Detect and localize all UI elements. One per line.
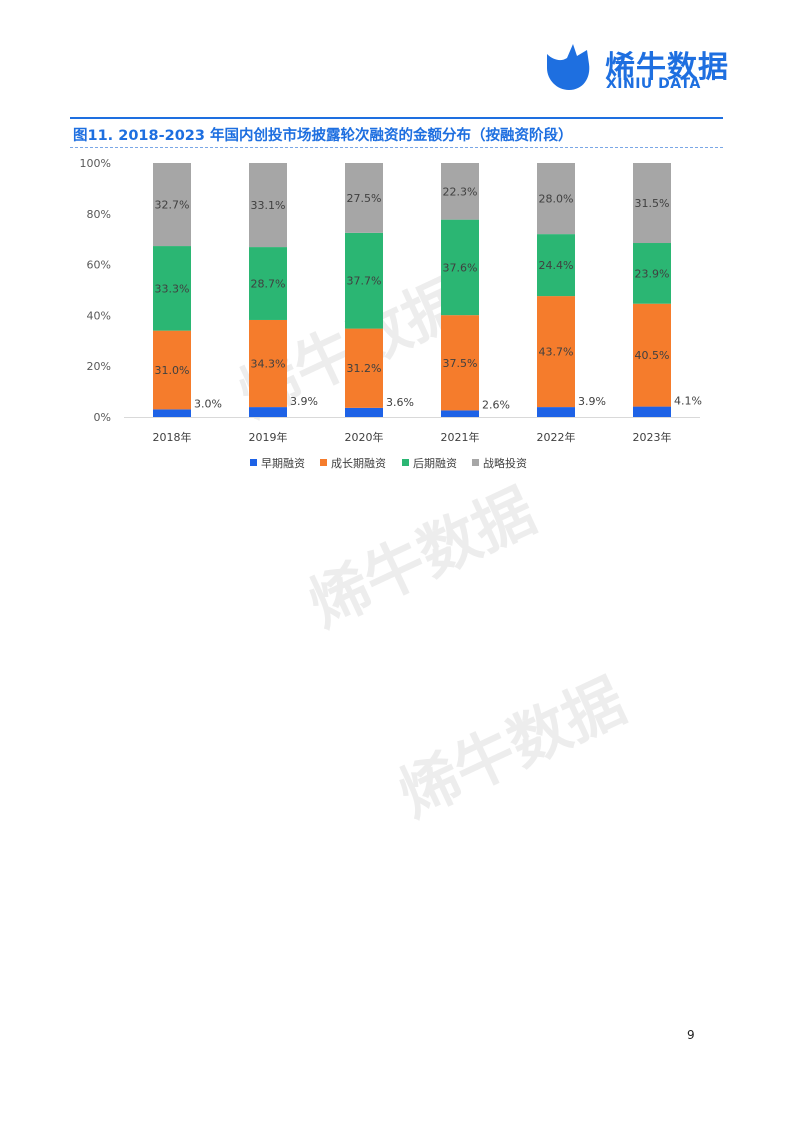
data-label: 43.7% — [539, 346, 574, 359]
bar-segment-2 — [153, 330, 191, 410]
legend-swatch — [250, 459, 257, 466]
data-label: 2.6% — [482, 398, 510, 411]
bar-segment-1 — [249, 407, 287, 417]
data-label: 31.5% — [635, 197, 670, 210]
x-tick-label: 2023年 — [633, 430, 672, 444]
x-tick-label: 2019年 — [249, 430, 288, 444]
data-label: 40.5% — [635, 349, 670, 362]
data-label: 28.7% — [251, 278, 286, 291]
data-label: 3.9% — [290, 395, 318, 408]
figure-title: 图11. 2018-2023 年国内创投市场披露轮次融资的金额分布（按融资阶段） — [73, 128, 573, 144]
logo-text-cn: 烯牛数据 — [605, 50, 729, 85]
data-label: 23.9% — [635, 267, 670, 280]
legend-label: 战略投资 — [483, 456, 527, 470]
header-rule — [70, 117, 723, 119]
data-label: 28.0% — [539, 193, 574, 206]
x-tick-label: 2022年 — [537, 430, 576, 444]
data-label: 37.7% — [347, 275, 382, 288]
bar-segment-4 — [345, 163, 383, 233]
data-label: 32.7% — [155, 199, 190, 212]
data-label: 3.0% — [194, 397, 222, 410]
y-tick-label: 20% — [87, 360, 111, 373]
bar-segment-3 — [345, 232, 383, 329]
legend-swatch — [402, 459, 409, 466]
y-tick-label: 60% — [87, 259, 111, 272]
logo-text-en: XINIU DATA — [606, 76, 701, 92]
bar-segment-3 — [633, 243, 671, 304]
bar-segment-4 — [633, 163, 671, 244]
y-tick-label: 80% — [87, 208, 111, 221]
bar-segment-2 — [249, 319, 287, 408]
legend-label: 成长期融资 — [331, 457, 386, 470]
bar-segment-3 — [249, 247, 287, 320]
bar-segment-1 — [633, 406, 671, 417]
data-label: 33.1% — [251, 199, 286, 212]
bar-segment-4 — [537, 163, 575, 235]
bar-segment-4 — [249, 163, 287, 248]
stacked-bar-chart: 0% 20% 40% 60% 80% 100% 3.0% 31.0% 33.3% 32.7% 201… — [80, 157, 702, 470]
bar-segment-1 — [153, 409, 191, 417]
data-label: 37.6% — [443, 261, 478, 274]
page-number: 9 — [687, 1028, 695, 1042]
data-label: 31.2% — [347, 362, 382, 375]
data-label: 37.5% — [443, 357, 478, 370]
bar-segment-2 — [441, 315, 479, 411]
data-label: 33.3% — [155, 282, 190, 295]
bar-segment-3 — [441, 219, 479, 316]
data-label: 27.5% — [347, 192, 382, 205]
bar-segment-2 — [345, 328, 383, 408]
data-label: 34.3% — [251, 358, 286, 371]
bar-segment-1 — [441, 410, 479, 417]
bar-segment-2 — [633, 303, 671, 407]
bar-segment-4 — [153, 163, 191, 247]
legend-swatch — [320, 459, 327, 466]
x-tick-label: 2020年 — [345, 430, 384, 444]
watermark: 烯牛数据 — [388, 666, 636, 831]
bar-segment-3 — [153, 246, 191, 331]
data-label: 31.0% — [155, 364, 190, 377]
data-label: 24.4% — [539, 259, 574, 272]
bar-segment-1 — [537, 407, 575, 417]
legend-swatch — [472, 459, 479, 466]
data-label: 3.6% — [386, 396, 414, 409]
y-tick-label: 40% — [87, 309, 111, 322]
bar-segment-4 — [441, 163, 479, 220]
legend-label: 早期融资 — [261, 457, 305, 470]
bar-segment-3 — [537, 234, 575, 297]
title-divider — [70, 147, 723, 148]
y-tick-label: 100% — [80, 157, 111, 170]
xiniu-logo-icon — [547, 44, 590, 90]
y-tick-label: 0% — [94, 411, 111, 424]
legend-label: 后期融资 — [413, 457, 457, 470]
bar-segment-1 — [345, 407, 383, 417]
x-tick-label: 2018年 — [153, 430, 192, 444]
data-label: 3.9% — [578, 395, 606, 408]
x-tick-label: 2021年 — [441, 430, 480, 444]
bar-segment-2 — [537, 296, 575, 408]
data-label: 22.3% — [443, 185, 478, 198]
data-label: 4.1% — [674, 395, 702, 408]
